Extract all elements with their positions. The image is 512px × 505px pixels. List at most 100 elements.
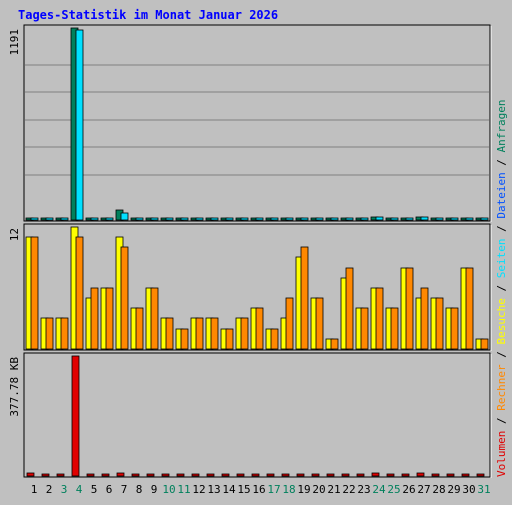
x-tick-label: 2 bbox=[46, 483, 53, 496]
bar-rechner bbox=[75, 236, 84, 350]
bar-dateien bbox=[315, 217, 324, 221]
bar-dateien bbox=[270, 217, 279, 221]
bar-rechner bbox=[465, 267, 474, 350]
bar-volumen bbox=[41, 473, 50, 477]
chart-title: Tages-Statistik im Monat Januar 2026 bbox=[18, 8, 278, 22]
bar-rechner bbox=[90, 287, 99, 350]
bar-rechner bbox=[390, 307, 399, 350]
bar-volumen bbox=[191, 473, 200, 477]
bar-volumen bbox=[26, 472, 35, 477]
bar-rechner bbox=[300, 246, 309, 350]
legend-entry: Dateien bbox=[495, 172, 508, 218]
x-tick-label: 26 bbox=[402, 483, 415, 496]
bar-volumen bbox=[266, 473, 275, 477]
y-max-label: 1191 bbox=[8, 29, 21, 56]
bar-volumen bbox=[161, 473, 170, 477]
bar-rechner bbox=[120, 246, 129, 350]
bar-rechner bbox=[270, 328, 279, 350]
x-tick-label: 16 bbox=[252, 483, 265, 496]
bar-rechner bbox=[60, 317, 69, 350]
legend-entry: Seiten bbox=[495, 239, 508, 279]
legend-separator: / bbox=[495, 219, 508, 239]
bar-dateien bbox=[120, 212, 129, 221]
x-tick-label: 13 bbox=[207, 483, 220, 496]
x-tick-label: 10 bbox=[162, 483, 175, 496]
x-tick-label: 1 bbox=[31, 483, 38, 496]
bar-volumen bbox=[71, 355, 80, 477]
x-tick-label: 6 bbox=[106, 483, 113, 496]
x-tick-label: 17 bbox=[267, 483, 280, 496]
bar-dateien bbox=[360, 217, 369, 221]
bar-rechner bbox=[210, 317, 219, 350]
x-tick-label: 28 bbox=[432, 483, 445, 496]
bar-rechner bbox=[30, 236, 39, 350]
bar-dateien bbox=[30, 217, 39, 221]
bar-rechner bbox=[225, 328, 234, 350]
bar-rechner bbox=[330, 338, 339, 350]
x-tick-label: 15 bbox=[237, 483, 250, 496]
bar-dateien bbox=[420, 216, 429, 221]
bar-volumen bbox=[431, 473, 440, 477]
bar-dateien bbox=[90, 217, 99, 221]
bar-rechner bbox=[150, 287, 159, 350]
x-tick-label: 31 bbox=[477, 483, 490, 496]
bar-volumen bbox=[206, 473, 215, 477]
bar-dateien bbox=[105, 217, 114, 221]
x-tick-label: 4 bbox=[76, 483, 83, 496]
bar-dateien bbox=[345, 217, 354, 221]
legend-entry: Anfragen bbox=[495, 99, 508, 152]
bar-rechner bbox=[360, 307, 369, 350]
bar-dateien bbox=[225, 217, 234, 221]
bar-rechner bbox=[45, 317, 54, 350]
bar-volumen bbox=[446, 473, 455, 477]
x-tick-label: 27 bbox=[417, 483, 430, 496]
bar-rechner bbox=[435, 297, 444, 350]
x-tick-label: 8 bbox=[136, 483, 143, 496]
bar-dateien bbox=[480, 217, 489, 221]
bar-volumen bbox=[101, 473, 110, 477]
bar-dateien bbox=[150, 217, 159, 221]
bar-dateien bbox=[45, 217, 54, 221]
bar-volumen bbox=[371, 472, 380, 477]
legend-separator: / bbox=[495, 278, 508, 298]
bar-rechner bbox=[105, 287, 114, 350]
bar-volumen bbox=[146, 473, 155, 477]
bar-dateien bbox=[165, 217, 174, 221]
bar-volumen bbox=[476, 473, 485, 477]
bar-dateien bbox=[285, 217, 294, 221]
bar-dateien bbox=[75, 29, 84, 221]
y-max-label: 377.78 KB bbox=[8, 357, 21, 417]
bar-dateien bbox=[450, 217, 459, 221]
bar-dateien bbox=[180, 217, 189, 221]
x-tick-label: 24 bbox=[372, 483, 386, 496]
bar-rechner bbox=[135, 307, 144, 350]
legend-separator: / bbox=[495, 152, 508, 172]
bar-rechner bbox=[345, 267, 354, 350]
bar-volumen bbox=[131, 473, 140, 477]
x-tick-label: 20 bbox=[312, 483, 325, 496]
bar-rechner bbox=[195, 317, 204, 350]
bar-dateien bbox=[255, 217, 264, 221]
bar-volumen bbox=[221, 473, 230, 477]
bar-dateien bbox=[300, 217, 309, 221]
bar-rechner bbox=[450, 307, 459, 350]
bar-volumen bbox=[116, 472, 125, 477]
x-tick-label: 18 bbox=[282, 483, 295, 496]
x-tick-label: 5 bbox=[91, 483, 98, 496]
bar-dateien bbox=[390, 217, 399, 221]
bar-volumen bbox=[386, 473, 395, 477]
bar-volumen bbox=[281, 473, 290, 477]
bar-rechner bbox=[315, 297, 324, 350]
bar-volumen bbox=[236, 473, 245, 477]
legend-entry: Volumen bbox=[495, 431, 508, 477]
bar-volumen bbox=[326, 473, 335, 477]
panel-frame bbox=[23, 24, 491, 222]
x-tick-label: 30 bbox=[462, 483, 475, 496]
bar-volumen bbox=[86, 473, 95, 477]
legend-entry: Besuche bbox=[495, 298, 508, 344]
panel-frame bbox=[23, 223, 491, 351]
x-tick-label: 29 bbox=[447, 483, 460, 496]
bar-volumen bbox=[296, 473, 305, 477]
legend-entry: Rechner bbox=[495, 364, 508, 411]
